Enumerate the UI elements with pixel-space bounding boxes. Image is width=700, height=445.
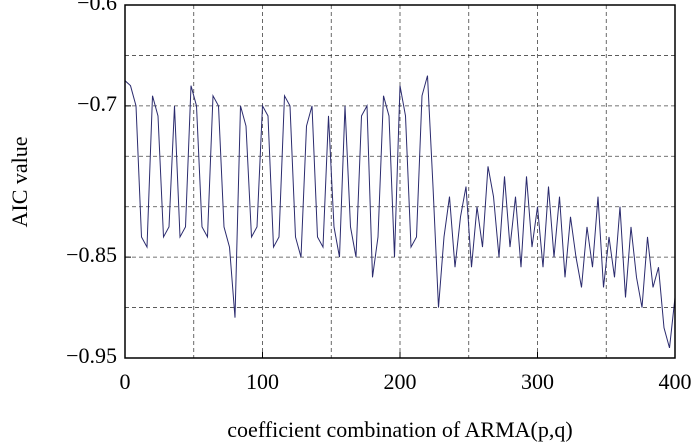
- x-tick-label: 400: [659, 369, 692, 394]
- x-axis-label: coefficient combination of ARMA(p,q): [227, 417, 572, 442]
- x-tick-label: 200: [384, 369, 417, 394]
- y-tick-label: −0.95: [66, 343, 117, 368]
- y-tick-label: −0.85: [66, 242, 117, 267]
- data-line: [124, 75, 676, 349]
- x-tick-label: 0: [120, 369, 131, 394]
- plot-frame: [124, 4, 676, 359]
- x-tick-label: 100: [246, 369, 279, 394]
- y-tick-label: −0.7: [77, 91, 117, 116]
- x-tick-label: 300: [521, 369, 554, 394]
- y-axis-label: AIC value: [7, 136, 32, 227]
- y-tick-label: −0.6: [77, 0, 117, 15]
